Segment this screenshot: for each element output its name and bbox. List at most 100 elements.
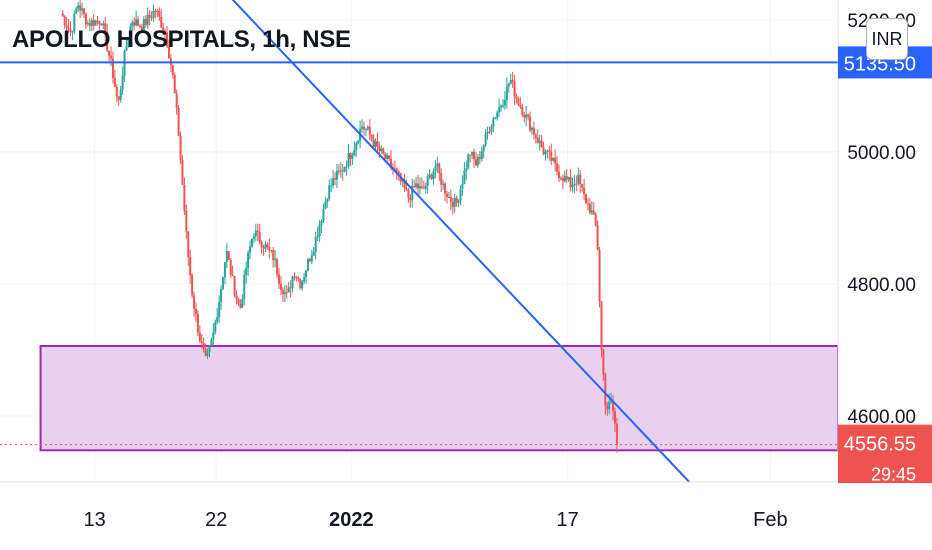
candle-body: [374, 141, 377, 147]
candle-body: [376, 141, 379, 147]
candle-body: [316, 236, 319, 238]
candle-body: [218, 302, 221, 317]
candle-body: [364, 129, 367, 131]
candle-body: [177, 107, 180, 137]
candle-body: [160, 16, 163, 28]
candle-body: [287, 287, 290, 293]
candle-body: [583, 187, 586, 195]
demand-zone: [39, 344, 839, 452]
currency-badge[interactable]: INR: [866, 18, 908, 60]
candle-body: [314, 237, 317, 252]
candle-body: [198, 332, 201, 342]
candle-body: [418, 186, 421, 189]
candle-body: [445, 193, 448, 197]
candle-body: [442, 183, 445, 185]
candle-body: [517, 98, 520, 106]
candle-body: [285, 291, 288, 293]
candle-body: [420, 186, 423, 188]
time-axis: [0, 483, 932, 550]
candle-body: [590, 210, 593, 213]
time-tick-label: 17: [557, 509, 579, 531]
candle-body: [509, 80, 512, 84]
candle-body: [297, 278, 300, 280]
candle-body: [586, 203, 589, 205]
candle-body: [542, 147, 545, 155]
candle-body: [571, 185, 574, 188]
candle-body: [548, 150, 551, 152]
candle-body: [594, 214, 597, 226]
candle-body: [308, 259, 311, 262]
candle-body: [92, 20, 95, 26]
time-tick-label: 22: [205, 509, 227, 531]
candle-body: [162, 27, 165, 31]
candle-body: [110, 55, 113, 59]
candle-body: [415, 183, 418, 188]
candle-body: [289, 287, 292, 289]
candle-body: [69, 28, 72, 32]
candle-body: [254, 230, 257, 237]
candle-body: [501, 105, 504, 107]
candle-body: [388, 155, 391, 159]
candle-body: [610, 400, 613, 402]
candle-body: [222, 277, 225, 289]
candle-body: [534, 134, 537, 138]
candle-body: [596, 225, 599, 251]
candle-body: [453, 197, 456, 208]
candle-body: [335, 170, 338, 180]
candle-body: [426, 176, 429, 186]
candle-body: [276, 259, 279, 275]
candle-body: [598, 250, 601, 301]
candle-body: [546, 150, 549, 152]
candle-body: [523, 114, 526, 118]
candle-body: [193, 295, 196, 309]
candle-body: [322, 208, 325, 221]
candle-body: [299, 279, 302, 289]
candle-body: [550, 151, 553, 161]
candle-body: [463, 170, 466, 184]
candle-body: [65, 25, 68, 28]
candle-body: [529, 116, 532, 131]
candle-body: [544, 151, 547, 155]
candle-body: [343, 166, 346, 172]
candle-body: [563, 176, 566, 182]
candle-body: [405, 187, 408, 190]
candle-body: [536, 137, 539, 143]
candle-body: [318, 224, 321, 237]
candle-body: [252, 236, 255, 239]
candle-body: [200, 341, 203, 344]
candle-body: [496, 112, 499, 119]
candle-body: [210, 339, 213, 346]
candle-body: [291, 276, 294, 289]
candle-body: [81, 8, 84, 11]
candle-body: [305, 270, 308, 278]
candle-body: [121, 75, 124, 90]
candle-body: [604, 374, 607, 406]
candle-body: [113, 78, 116, 87]
candle-body: [154, 11, 157, 13]
candle-body: [430, 174, 433, 179]
candle-body: [505, 86, 508, 101]
candle-body: [370, 134, 373, 140]
candle-body: [146, 14, 149, 25]
candle-body: [575, 183, 578, 185]
candle-body: [341, 170, 344, 172]
candle-body: [278, 274, 281, 284]
candle-body: [104, 23, 107, 32]
candle-body: [459, 189, 462, 201]
candle-body: [96, 20, 99, 22]
candle-body: [600, 300, 603, 350]
candle-body: [492, 119, 495, 127]
candle-body: [488, 131, 491, 133]
candle-body: [494, 118, 497, 120]
candle-body: [397, 171, 400, 174]
candle-body: [283, 291, 286, 295]
candle-body: [345, 166, 348, 168]
time-tick-label: Feb: [753, 509, 787, 531]
candle-body: [250, 238, 253, 247]
candle-body: [473, 151, 476, 160]
candle-body: [519, 105, 522, 107]
candle-body: [274, 259, 277, 261]
candle-body: [602, 349, 605, 375]
